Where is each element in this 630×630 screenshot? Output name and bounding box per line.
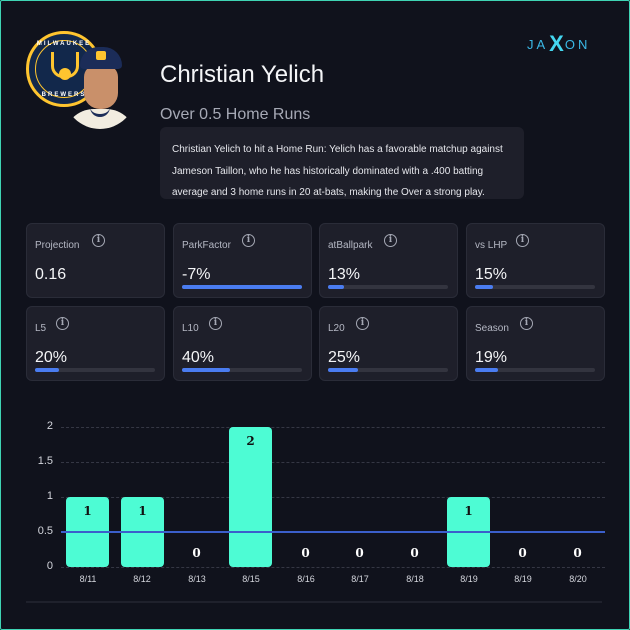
- x-tick: 8/13: [188, 574, 206, 584]
- y-tick: 1: [46, 490, 53, 502]
- info-icon[interactable]: i: [92, 234, 105, 247]
- info-icon[interactable]: i: [242, 234, 255, 247]
- brand-x: X: [549, 31, 564, 56]
- progress-fill: [475, 368, 498, 372]
- progress-bar: [182, 285, 302, 289]
- progress-fill: [328, 285, 344, 289]
- stat-label: L5: [35, 323, 47, 334]
- stat-label: Projection: [35, 240, 80, 251]
- analysis-text: Christian Yelich to hit a Home Run: Yeli…: [160, 127, 524, 199]
- progress-bar: [328, 285, 448, 289]
- bar-label: 0: [192, 546, 201, 560]
- x-tick: 8/19: [514, 574, 532, 584]
- bar-label: 0: [301, 546, 310, 560]
- divider: [26, 601, 602, 603]
- x-tick: 8/19: [460, 574, 478, 584]
- gridline: [61, 497, 605, 498]
- stat-value: 0.16: [35, 266, 67, 283]
- x-tick: 8/20: [569, 574, 587, 584]
- stat-label: L10: [182, 323, 199, 334]
- brand-right: ON: [564, 37, 591, 52]
- info-icon[interactable]: i: [56, 317, 69, 330]
- bar-label: 0: [518, 546, 527, 560]
- stat-label: vs LHP: [475, 240, 508, 251]
- stat-value: 20%: [35, 349, 68, 366]
- progress-bar: [475, 368, 595, 372]
- progress-fill: [182, 368, 230, 372]
- stat-label: Season: [475, 323, 509, 334]
- stat-card-season: Season i 19%: [466, 306, 605, 381]
- player-jersey: [64, 109, 136, 129]
- bar-label: 0: [573, 546, 582, 560]
- info-icon[interactable]: i: [516, 234, 529, 247]
- stat-card-atballpark: atBallpark i 13%: [319, 223, 458, 298]
- progress-fill: [475, 285, 493, 289]
- bar-label: 1: [138, 504, 147, 518]
- bar-label: 1: [464, 504, 473, 518]
- x-tick: 8/17: [351, 574, 369, 584]
- progress-fill: [328, 368, 358, 372]
- x-tick: 8/18: [406, 574, 424, 584]
- stat-card-l5: L5 i 20%: [26, 306, 165, 381]
- y-tick: 0: [46, 560, 53, 572]
- progress-fill: [35, 368, 59, 372]
- brand-left: JA: [527, 37, 549, 52]
- player-face: [84, 65, 118, 109]
- info-icon[interactable]: i: [209, 317, 222, 330]
- bet-line: Over 0.5 Home Runs: [160, 106, 311, 123]
- stat-card-parkfactor: ParkFactor i -7%: [173, 223, 312, 298]
- baseball-icon: [59, 68, 71, 80]
- bar-label: 0: [410, 546, 419, 560]
- stat-card-projection: Projection i 0.16: [26, 223, 165, 298]
- home-runs-bar-chart: 2 1.5 1 0.5 0 1 1 0 2 0 0 0 1 0 0 8/11 8…: [1, 411, 630, 591]
- stat-value: 15%: [475, 266, 508, 283]
- y-tick: 2: [46, 420, 53, 432]
- stat-value: 13%: [328, 266, 361, 283]
- stat-value: 25%: [328, 349, 361, 366]
- stat-card-l20: L20 i 25%: [319, 306, 458, 381]
- gridline: [61, 427, 605, 428]
- bar-label: 2: [246, 434, 255, 448]
- stat-card-l10: L10 i 40%: [173, 306, 312, 381]
- x-tick: 8/11: [79, 574, 97, 584]
- player-header-images: MILWAUKEE BREWERS: [26, 31, 136, 131]
- progress-fill: [182, 285, 302, 289]
- bar-label: 0: [355, 546, 364, 560]
- stat-value: 19%: [475, 349, 508, 366]
- player-headshot: [64, 47, 136, 129]
- stat-label: L20: [328, 323, 345, 334]
- x-tick: 8/15: [242, 574, 260, 584]
- info-icon[interactable]: i: [356, 317, 369, 330]
- progress-bar: [35, 368, 155, 372]
- x-tick: 8/12: [133, 574, 151, 584]
- y-tick: 0.5: [37, 525, 53, 537]
- y-tick: 1.5: [37, 455, 53, 467]
- stat-label: atBallpark: [328, 240, 373, 251]
- cap-logo-icon: [96, 51, 106, 60]
- bar-8-15: [229, 427, 272, 567]
- info-icon[interactable]: i: [520, 317, 533, 330]
- gridline: [61, 462, 605, 463]
- progress-bar: [182, 368, 302, 372]
- logo-top-text: MILWAUKEE: [36, 41, 92, 47]
- brand-logo: JAXON: [527, 29, 591, 56]
- info-icon[interactable]: i: [384, 234, 397, 247]
- player-name: Christian Yelich: [160, 61, 325, 88]
- stat-card-vs-lhp: vs LHP i 15%: [466, 223, 605, 298]
- bar-label: 1: [83, 504, 92, 518]
- stat-label: ParkFactor: [182, 240, 231, 251]
- x-tick: 8/16: [297, 574, 315, 584]
- reference-line: [61, 531, 605, 533]
- progress-bar: [475, 285, 595, 289]
- logo-bottom-text: BREWERS: [41, 92, 87, 98]
- player-collar: [90, 107, 110, 117]
- stat-value: 40%: [182, 349, 215, 366]
- gridline: [61, 567, 605, 568]
- progress-bar: [328, 368, 448, 372]
- stat-value: -7%: [182, 266, 211, 283]
